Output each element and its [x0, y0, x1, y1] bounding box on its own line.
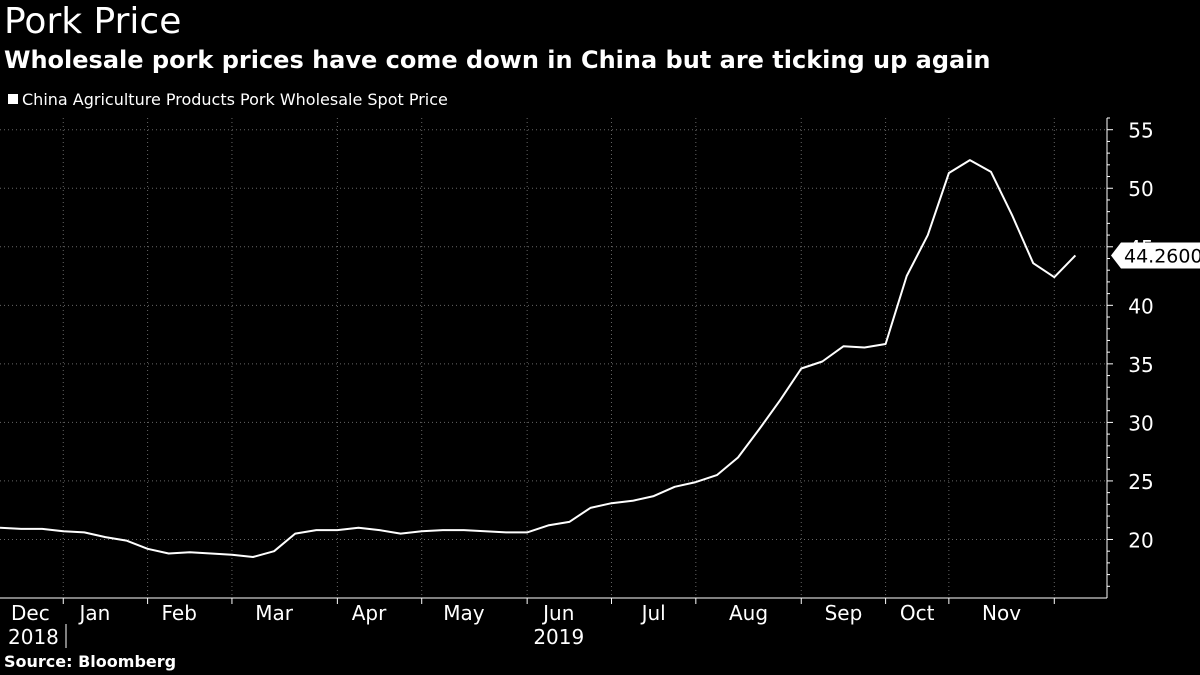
x-tick-label: Mar: [255, 601, 294, 625]
chart-subtitle: Wholesale pork prices have come down in …: [4, 46, 991, 74]
x-tick-label: Jun: [541, 601, 574, 625]
y-tick-label: 40: [1128, 294, 1153, 318]
x-tick-label: Jan: [77, 601, 110, 625]
x-tick-label: Feb: [162, 601, 197, 625]
label-layer: 2025303540455055Dec2018JanFebMarAprMayJu…: [8, 119, 1200, 649]
y-tick-label: 50: [1128, 177, 1153, 201]
x-tick-label: May: [443, 601, 485, 625]
x-tick-label: Dec: [11, 601, 50, 625]
y-tick-label: 55: [1128, 119, 1153, 143]
source-note: Source: Bloomberg: [4, 652, 177, 671]
y-tick-label: 30: [1128, 411, 1153, 435]
axis-layer: [0, 117, 1113, 648]
last-value-callout: [1111, 242, 1200, 269]
x-tick-label: Oct: [900, 601, 935, 625]
x-tick-label: Sep: [825, 601, 863, 625]
legend-label: China Agriculture Products Pork Wholesal…: [22, 90, 448, 109]
series-line: [0, 159, 1077, 558]
legend-swatch: [8, 94, 18, 104]
x-tick-label: Jul: [640, 601, 666, 625]
x-tick-label: Aug: [729, 601, 768, 625]
y-tick-label: 35: [1128, 353, 1153, 377]
y-tick-label: 20: [1128, 528, 1153, 552]
y-tick-label: 25: [1128, 470, 1153, 494]
chart-title: Pork Price: [4, 1, 182, 42]
x-year-label: 2019: [533, 625, 584, 649]
series-layer: [0, 159, 1077, 558]
legend: China Agriculture Products Pork Wholesal…: [8, 90, 448, 110]
x-year-label: 2018: [8, 625, 59, 649]
x-tick-label: Nov: [982, 601, 1021, 625]
x-tick-label: Apr: [352, 601, 387, 625]
last-value-label: 44.2600: [1124, 245, 1200, 267]
grid-layer: [0, 118, 1107, 598]
